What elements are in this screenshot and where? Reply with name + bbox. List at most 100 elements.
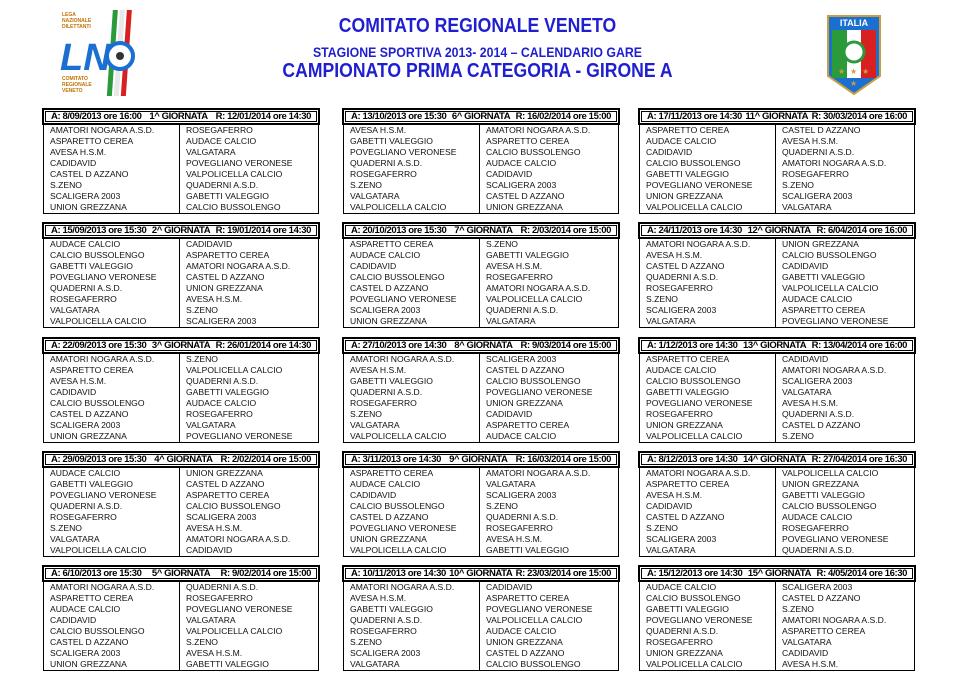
away-team: CASTEL D AZZANO	[486, 191, 565, 201]
svg-text:COMITATO: COMITATO	[62, 76, 88, 82]
away-team: AVESA H.S.M.	[486, 261, 543, 271]
away-team: POVEGLIANO VERONESE	[782, 534, 889, 544]
away-team: GABETTI VALEGGIO	[486, 250, 569, 260]
away-team: S.ZENO	[782, 180, 814, 190]
away-team: AVESA H.S.M.	[782, 659, 839, 669]
round-block: A: 3/11/2013 ore 14:30 9^ GIORNATA R: 16/0…	[342, 451, 620, 557]
away-team: CADIDAVID	[486, 582, 533, 592]
match-table: AUDACE CALCIO CALCIO BUSSOLENGO GABETTI VA…	[639, 582, 915, 671]
home-teams-column: AVESA H.S.M. GABETTI VALEGGIO POVEGLIANO V…	[344, 125, 480, 213]
svg-text:ITALIA: ITALIA	[840, 18, 869, 28]
away-team: AUDACE CALCIO	[486, 431, 557, 441]
round-label: 2^ GIORNATA	[151, 225, 211, 236]
away-team: AVESA H.S.M.	[782, 136, 839, 146]
home-team: QUADERNI A.S.D.	[646, 626, 719, 636]
round-label: 15^ GIORNATA	[747, 568, 812, 579]
home-team: QUADERNI A.S.D.	[350, 158, 423, 168]
home-teams-column: AMATORI NOGARA A.S.D. AVESA H.S.M. GABETTI…	[344, 582, 480, 670]
home-team: CADIDAVID	[50, 158, 97, 168]
home-team: ROSEGAFERRO	[50, 294, 117, 304]
away-team: UNION GREZZANA	[186, 283, 263, 293]
home-team: AUDACE CALCIO	[646, 365, 717, 375]
away-team: POVEGLIANO VERONESE	[186, 431, 293, 441]
round-header: A: 20/10/2013 ore 15:30 7^ GIORNATA R: 2/0…	[342, 222, 620, 239]
home-team: AMATORI NOGARA A.S.D.	[646, 468, 751, 478]
home-team: ASPARETTO CEREA	[350, 239, 434, 249]
home-team: AMATORI NOGARA A.S.D.	[50, 354, 155, 364]
round-block: A: 10/11/2013 ore 14:30 10^ GIORNATA R: 23…	[342, 565, 620, 671]
away-team: VALGATARA	[486, 479, 536, 489]
home-team: CADIDAVID	[350, 261, 397, 271]
ritorno-date: R: 2/03/2014 ore 15:00	[520, 225, 611, 236]
home-team: AUDACE CALCIO	[50, 604, 121, 614]
home-team: GABETTI VALEGGIO	[646, 387, 729, 397]
home-team: CALCIO BUSSOLENGO	[350, 272, 445, 282]
away-teams-column: QUADERNI A.S.D. ROSEGAFERRO POVEGLIANO VER…	[180, 582, 318, 670]
away-team: AMATORI NOGARA A.S.D.	[186, 261, 291, 271]
round-block: A: 22/09/2013 ore 15:30 3^ GIORNATA R: 26/…	[42, 337, 320, 443]
home-team: GABETTI VALEGGIO	[350, 604, 433, 614]
away-team: VALGATARA	[782, 637, 832, 647]
away-team: VALPOLICELLA CALCIO	[186, 626, 283, 636]
away-team: S.ZENO	[186, 354, 218, 364]
away-team: CASTEL D AZZANO	[782, 593, 861, 603]
home-team: CALCIO BUSSOLENGO	[646, 593, 741, 603]
page-title: COMITATO REGIONALE VENETO	[338, 15, 617, 37]
away-team: AUDACE CALCIO	[186, 136, 257, 146]
away-team: AMATORI NOGARA A.S.D.	[186, 534, 291, 544]
home-team: ASPARETTO CEREA	[50, 136, 134, 146]
home-team: VALPOLICELLA CALCIO	[50, 316, 147, 326]
match-table: AUDACE CALCIO GABETTI VALEGGIO POVEGLIANO …	[43, 468, 319, 557]
season-subtitle: STAGIONE SPORTIVA 2013- 2014 – CALENDARI…	[312, 44, 643, 60]
svg-text:REGIONALE: REGIONALE	[62, 82, 92, 88]
home-team: GABETTI VALEGGIO	[350, 136, 433, 146]
away-team: CADIDAVID	[782, 261, 829, 271]
round-header: A: 15/09/2013 ore 15:30 2^ GIORNATA R: 19/…	[42, 222, 320, 239]
ritorno-date: R: 26/01/2014 ore 14:30	[215, 340, 312, 351]
away-team: UNION GREZZANA	[486, 637, 563, 647]
andata-date: A: 22/09/2013 ore 15:30	[51, 340, 147, 351]
home-teams-column: AMATORI NOGARA A.S.D. ASPARETTO CEREA AUDA…	[44, 582, 180, 670]
away-team: CADIDAVID	[186, 239, 233, 249]
home-team: CADIDAVID	[646, 147, 693, 157]
home-team: CALCIO BUSSOLENGO	[50, 250, 145, 260]
home-team: POVEGLIANO VERONESE	[350, 147, 457, 157]
ritorno-date: R: 9/02/2014 ore 15:00	[220, 568, 311, 579]
away-team: CASTEL D AZZANO	[486, 365, 565, 375]
championship-title: CAMPIONATO PRIMA CATEGORIA - GIRONE A	[282, 60, 673, 82]
away-teams-column: CASTEL D AZZANO AVESA H.S.M. QUADERNI A.S.…	[776, 125, 914, 213]
svg-text:DILETTANTI: DILETTANTI	[62, 24, 91, 30]
home-team: ASPARETTO CEREA	[50, 365, 134, 375]
home-team: VALPOLICELLA CALCIO	[350, 545, 447, 555]
away-team: AUDACE CALCIO	[782, 294, 853, 304]
round-label: 14^ GIORNATA	[742, 454, 807, 465]
away-team: AMATORI NOGARA A.S.D.	[782, 365, 887, 375]
home-team: UNION GREZZANA	[646, 648, 723, 658]
round-header: A: 24/11/2013 ore 14:30 12^ GIORNATA R: 6/…	[638, 222, 916, 239]
away-team: AUDACE CALCIO	[486, 626, 557, 636]
home-team: AUDACE CALCIO	[50, 239, 121, 249]
svg-text:VENETO: VENETO	[62, 88, 83, 94]
round-label: 13^ GIORNATA	[742, 340, 807, 351]
round-label: 9^ GIORNATA	[449, 454, 508, 465]
andata-date: A: 6/10/2013 ore 15:30	[51, 568, 142, 579]
round-block: A: 15/09/2013 ore 15:30 2^ GIORNATA R: 19/…	[42, 222, 320, 328]
away-team: CASTEL D AZZANO	[486, 648, 565, 658]
home-team: AVESA H.S.M.	[350, 593, 407, 603]
home-team: VALGATARA	[350, 191, 400, 201]
home-team: AMATORI NOGARA A.S.D.	[646, 239, 751, 249]
away-teams-column: UNION GREZZANA CASTEL D AZZANO ASPARETTO C…	[180, 468, 318, 556]
svg-text:★: ★	[850, 67, 857, 76]
andata-date: A: 15/12/2013 ore 14:30	[647, 568, 743, 579]
away-team: ROSEGAFERRO	[186, 593, 253, 603]
round-label: 7^ GIORNATA	[454, 225, 513, 236]
home-team: ASPARETTO CEREA	[646, 479, 730, 489]
svg-text:★: ★	[838, 67, 845, 76]
away-team: VALPOLICELLA CALCIO	[186, 169, 283, 179]
home-team: AMATORI NOGARA A.S.D.	[350, 582, 455, 592]
away-team: UNION GREZZANA	[782, 479, 859, 489]
away-team: QUADERNI A.S.D.	[486, 305, 559, 315]
away-team: ROSEGAFERRO	[186, 125, 253, 135]
andata-date: A: 8/09/2013 ore 16:00	[51, 111, 142, 122]
home-team: CALCIO BUSSOLENGO	[50, 626, 145, 636]
